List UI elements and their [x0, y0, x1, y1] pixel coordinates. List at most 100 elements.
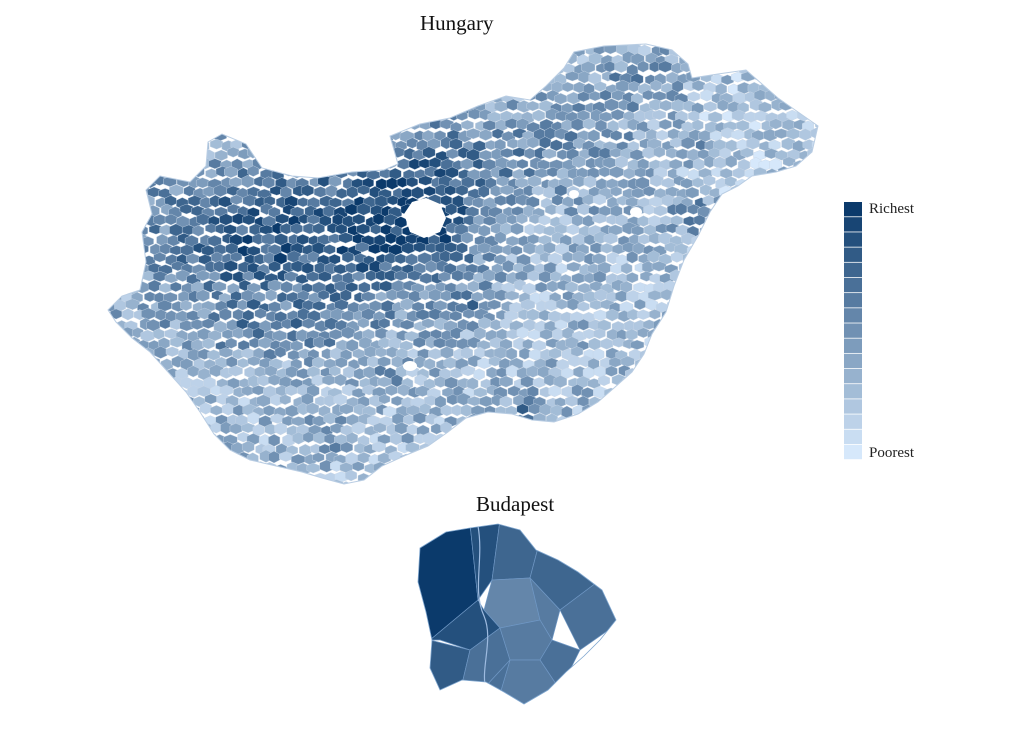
- hungary-district: [182, 431, 196, 445]
- hungary-district: [780, 215, 794, 228]
- hungary-district: [95, 73, 107, 83]
- hungary-district: [754, 434, 769, 447]
- hungary-district: [255, 99, 268, 112]
- hungary-district: [394, 482, 409, 484]
- hungary-district: [736, 196, 749, 209]
- hungary-district: [611, 432, 624, 444]
- hungary-district: [351, 421, 366, 435]
- hungary-district: [487, 299, 501, 310]
- hungary-district: [715, 443, 728, 455]
- hungary-district: [727, 365, 741, 378]
- hungary-district: [808, 165, 818, 178]
- hungary-district: [775, 51, 789, 64]
- hungary-district: [677, 336, 690, 349]
- legend-step: [844, 308, 862, 323]
- hungary-district: [666, 415, 680, 427]
- hungary-district: [807, 280, 818, 294]
- hungary-district: [698, 395, 711, 409]
- hungary-district: [649, 462, 661, 473]
- hungary-district: [110, 385, 126, 396]
- hungary-district: [204, 72, 218, 85]
- hungary-district: [535, 281, 548, 293]
- hungary-district: [306, 214, 321, 225]
- hungary-district: [733, 340, 747, 351]
- hungary-district: [111, 120, 124, 134]
- hungary-district: [639, 349, 653, 361]
- hungary-district: [312, 91, 326, 105]
- hungary-district: [561, 81, 574, 93]
- hungary-district: [385, 480, 400, 484]
- hungary-district: [732, 430, 747, 444]
- hungary-district: [440, 194, 453, 206]
- hungary-district: [744, 243, 758, 254]
- hungary-district: [658, 118, 672, 130]
- hungary-district: [258, 337, 273, 349]
- hungary-district: [483, 79, 497, 93]
- hungary-district: [296, 44, 311, 55]
- hungary-district: [582, 481, 596, 484]
- hungary-district: [144, 403, 157, 415]
- hungary-district: [647, 250, 660, 264]
- hungary-district: [198, 102, 212, 115]
- hungary-district: [803, 233, 817, 246]
- hungary-district: [148, 451, 160, 462]
- hungary-district: [617, 386, 631, 399]
- hungary-district: [387, 119, 400, 131]
- hungary-district: [576, 451, 591, 463]
- hungary-district: [786, 337, 801, 349]
- hungary-district: [719, 451, 734, 464]
- hungary-district: [512, 34, 523, 44]
- hungary-district: [643, 204, 655, 215]
- hungary-district: [188, 157, 202, 169]
- hungary-district: [319, 102, 334, 114]
- hungary-district: [598, 469, 611, 481]
- hungary-district: [412, 44, 426, 49]
- hungary-district: [402, 112, 416, 123]
- hungary-district: [787, 434, 800, 445]
- hungary-district: [499, 184, 515, 196]
- hungary-district: [108, 53, 118, 66]
- hungary-district: [726, 460, 740, 472]
- hungary-district: [781, 44, 796, 55]
- hungary-district: [108, 196, 112, 209]
- hungary-district: [336, 72, 350, 85]
- hungary-district: [769, 44, 782, 56]
- hungary-district: [551, 194, 564, 206]
- hungary-district: [95, 222, 107, 233]
- hungary-district: [459, 482, 474, 484]
- hungary-district: [122, 367, 136, 378]
- hungary-district: [765, 452, 780, 465]
- hungary-district: [356, 223, 370, 235]
- hungary-district: [308, 480, 322, 484]
- hungary-district: [452, 460, 465, 472]
- hungary-district: [494, 44, 509, 55]
- hungary-district: [807, 454, 818, 465]
- hungary-district: [110, 64, 124, 75]
- hungary-district: [152, 328, 165, 340]
- hungary-district: [799, 282, 813, 294]
- hungary-district: [108, 482, 113, 484]
- hungary-district: [412, 72, 427, 84]
- hungary-district: [771, 178, 784, 190]
- hungary-district: [164, 139, 178, 151]
- hungary-district: [724, 60, 739, 73]
- hungary-district: [132, 384, 144, 397]
- hungary-district: [792, 61, 805, 74]
- hungary-district: [779, 253, 794, 267]
- hungary-district: [645, 299, 658, 311]
- hungary-district: [783, 61, 796, 73]
- hungary-district: [176, 44, 192, 53]
- hungary-district: [344, 51, 358, 64]
- hungary-district: [146, 89, 160, 102]
- hungary-district: [198, 481, 211, 484]
- hungary-district: [557, 44, 570, 45]
- hungary-district: [307, 251, 320, 263]
- hungary-district: [825, 121, 838, 131]
- hungary-district: [549, 63, 564, 76]
- hungary-district: [735, 178, 750, 191]
- hungary-district: [695, 309, 707, 321]
- hungary-district: [747, 291, 760, 303]
- hungary-district: [766, 242, 779, 254]
- hungary-district: [439, 462, 453, 475]
- hungary-district: [819, 55, 832, 66]
